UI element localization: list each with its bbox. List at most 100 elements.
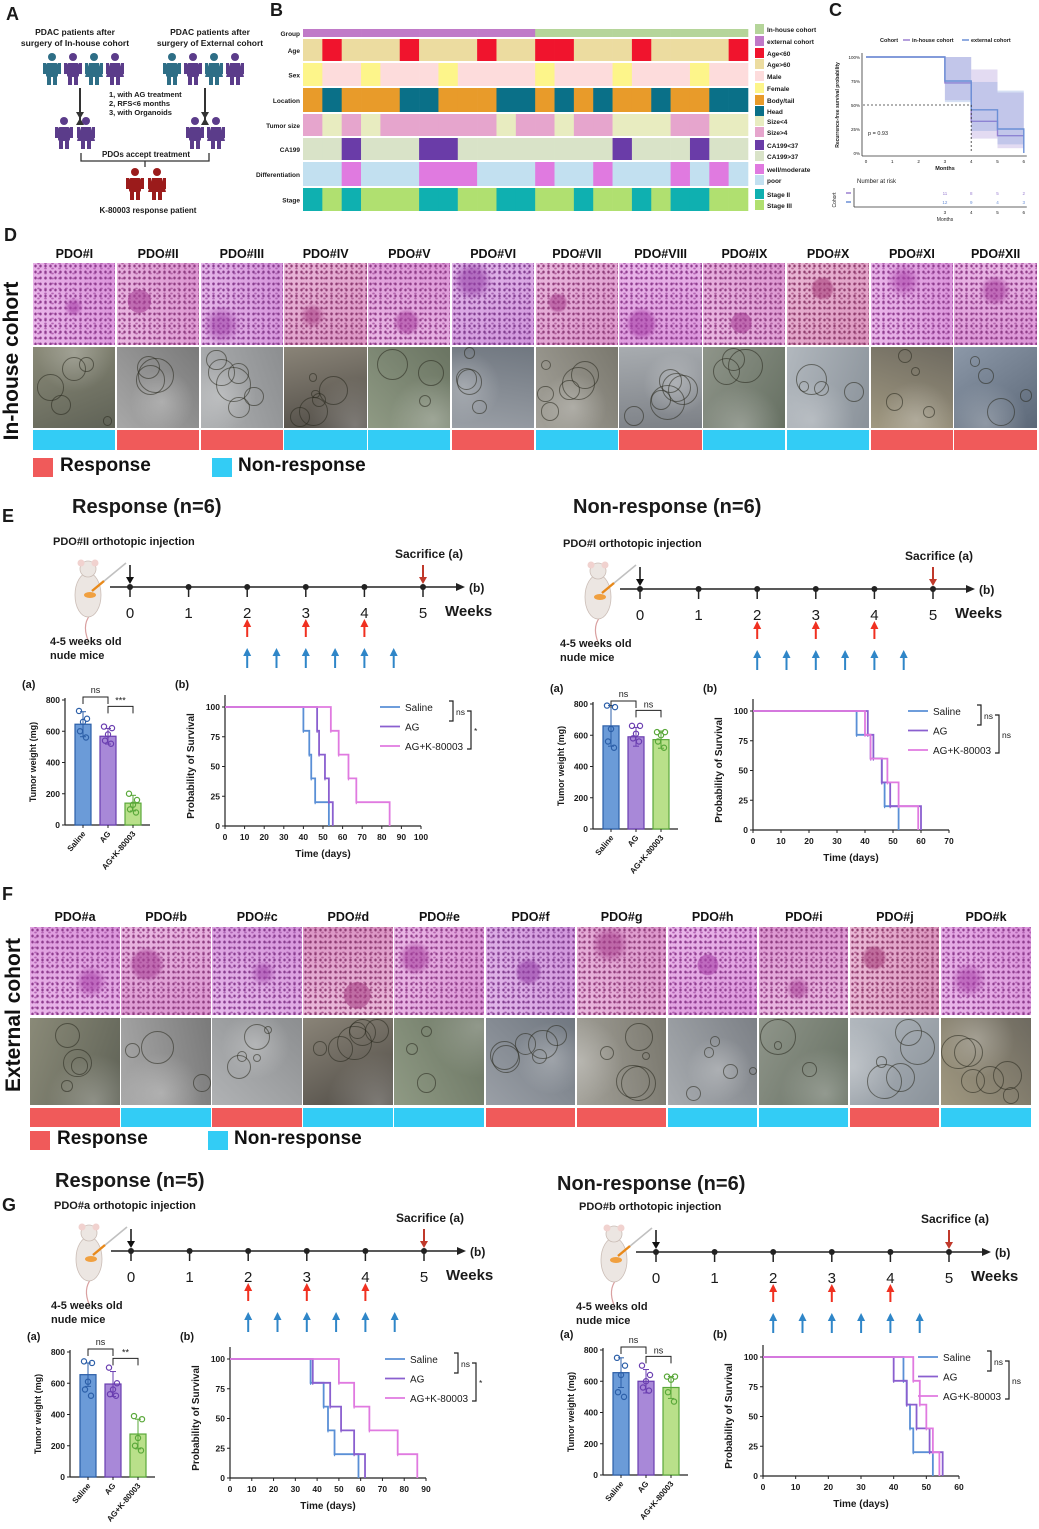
x-tick-label: 90 <box>421 1484 431 1494</box>
data-point <box>638 1362 646 1369</box>
organoid-image <box>849 1018 940 1105</box>
sacrifice-label: Sacrifice (a) <box>396 1211 464 1225</box>
female-patient-icon <box>106 53 124 85</box>
histology-image <box>394 927 484 1015</box>
criteria-item: 3, with Organoids <box>109 108 172 117</box>
heatmap-cell <box>728 114 749 136</box>
category-label: Saline <box>593 833 615 857</box>
pancreas <box>594 594 606 600</box>
y-axis-label: Recurrence-free survival probability <box>835 62 841 148</box>
organoid <box>62 1048 92 1078</box>
heatmap-cell <box>438 188 459 211</box>
legend-label: CA199>37 <box>767 154 799 161</box>
organoid <box>489 1040 519 1071</box>
heatmap-cell <box>399 114 420 136</box>
leg <box>65 140 69 149</box>
organoid-image <box>394 1018 484 1105</box>
histology-image <box>121 927 211 1015</box>
panel-label-F: F <box>2 884 13 904</box>
legend-label: Female <box>767 86 790 93</box>
x-tick-label: 50 <box>922 1482 932 1492</box>
non-response-legend-swatch <box>212 458 232 477</box>
y-tick-label: 25 <box>211 791 221 801</box>
timeline-arrow-head <box>982 1248 991 1256</box>
legend-swatch <box>755 200 764 210</box>
response-legend-swatch <box>33 458 53 477</box>
heatmap-cell <box>438 63 459 86</box>
heatmap-row-label: Group <box>281 31 301 38</box>
heatmap-row-label: Age <box>288 48 301 55</box>
response-bar <box>619 430 702 450</box>
heatmap-cell <box>709 39 729 61</box>
week-number: 1 <box>184 605 192 622</box>
response-bar <box>954 430 1037 450</box>
x-tick-label: 100 <box>414 832 428 842</box>
data-point <box>130 1412 138 1420</box>
torso <box>67 63 79 77</box>
data-point <box>632 730 640 737</box>
red-dose-arrow-head <box>753 621 762 629</box>
organoid <box>960 1069 985 1093</box>
head <box>131 168 139 176</box>
y-tick-label: 100% <box>848 55 860 60</box>
blue-dose-arrow-head <box>301 648 310 656</box>
ear <box>587 561 595 569</box>
legend-label: Body/tail <box>767 98 795 105</box>
dress <box>148 178 166 192</box>
significance-label: ns <box>984 711 993 721</box>
organoid <box>703 1047 715 1058</box>
risk-count: 12 <box>942 200 948 205</box>
heatmap-cell <box>438 39 459 61</box>
arm <box>163 63 166 74</box>
x-tick-label: 20 <box>824 1482 834 1492</box>
head <box>589 562 607 580</box>
syringe-body <box>92 1244 106 1256</box>
pdo-title: PDO#VIII <box>634 247 688 261</box>
week-number: 3 <box>812 607 820 624</box>
legend-swatch <box>755 95 764 105</box>
pdo-title: PDO#VII <box>552 247 602 261</box>
heatmap-cell <box>535 138 555 160</box>
heatmap-cell <box>631 188 652 211</box>
data-point <box>84 1378 92 1385</box>
legend-label: in-house cohort <box>912 38 954 44</box>
x-tick-label: 40 <box>860 836 870 846</box>
organoid-image <box>870 347 953 428</box>
heatmap-cell <box>457 114 478 136</box>
response-bar <box>121 1108 211 1127</box>
red-dose-arrow-head <box>244 1283 253 1291</box>
dress <box>85 63 103 77</box>
x-tick-label: 0 <box>223 832 228 842</box>
heatmap-cell <box>515 63 536 86</box>
y-tick-label: 100 <box>206 702 220 712</box>
x-tick-label: 2 <box>917 159 920 164</box>
organoid-image <box>703 347 786 428</box>
arm <box>184 63 187 74</box>
heatmap-cell <box>670 29 691 37</box>
data-point <box>653 728 661 736</box>
x-tick-label: 5 <box>996 159 999 164</box>
heatmap-cell <box>689 39 710 61</box>
risk-xlabel: Months <box>937 217 954 223</box>
risk-count: 5 <box>996 191 999 196</box>
significance-bracket <box>635 709 662 718</box>
organoid-image <box>30 1018 120 1105</box>
risk-month: 3 <box>944 210 947 215</box>
significance-label: ns <box>654 1345 664 1355</box>
histology-image <box>954 263 1037 345</box>
heatmap-cell <box>554 162 575 186</box>
y-tick-label: 75 <box>211 732 221 742</box>
week-number: 3 <box>303 1269 311 1286</box>
week-number: 2 <box>243 605 251 622</box>
data-point <box>76 728 84 735</box>
y-tick-label: 400 <box>584 1408 598 1418</box>
organoid <box>456 369 483 395</box>
km-chart-label: (b) <box>713 1329 727 1341</box>
organoid <box>986 397 1016 427</box>
arm <box>141 178 144 189</box>
organoid <box>37 374 64 401</box>
heatmap-cell <box>689 29 710 37</box>
heatmap-cell <box>438 162 459 186</box>
histology-image <box>870 263 953 345</box>
timeline-endpoint-b: (b) <box>979 583 994 597</box>
